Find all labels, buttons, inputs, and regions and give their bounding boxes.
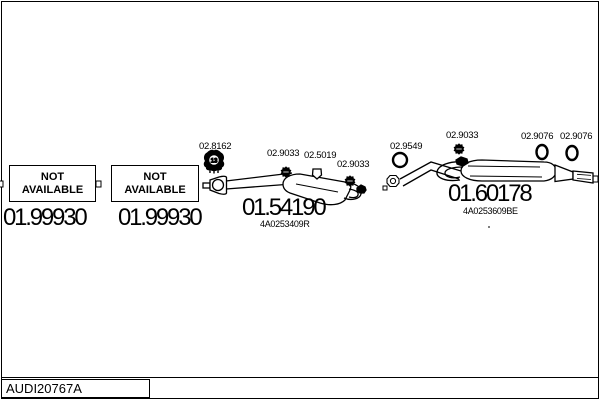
svg-text:13: 13 xyxy=(211,158,218,165)
